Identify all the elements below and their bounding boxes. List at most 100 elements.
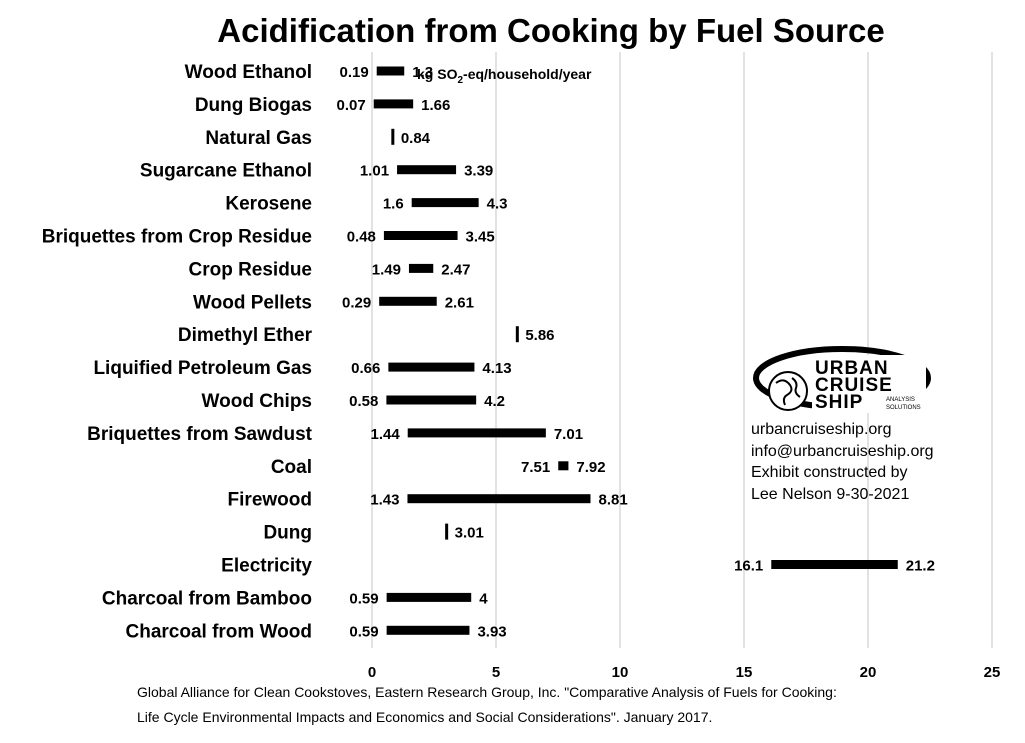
- high-value-label: 3.45: [466, 229, 495, 246]
- globe-icon: [768, 371, 808, 411]
- low-value-label: 0.58: [349, 393, 378, 410]
- low-value-label: 16.1: [734, 558, 763, 575]
- category-label: Sugarcane Ethanol: [140, 161, 312, 182]
- x-tick-label: 25: [984, 664, 1001, 681]
- category-label: Wood Chips: [202, 391, 312, 412]
- point-value-label: 0.84: [401, 130, 431, 147]
- x-tick-label: 10: [612, 664, 629, 681]
- low-value-label: 1.44: [371, 426, 401, 443]
- low-value-label: 1.6: [383, 196, 404, 213]
- category-label: Firewood: [228, 490, 312, 511]
- range-bar: [397, 165, 457, 175]
- range-bar: [411, 198, 479, 208]
- logo-backing: [812, 355, 926, 413]
- high-value-label: 4.2: [484, 393, 505, 410]
- logo-word-2: CRUISE: [815, 375, 893, 396]
- category-label: Kerosene: [225, 194, 312, 215]
- high-value-label: 2.61: [445, 294, 474, 311]
- low-value-label: 7.51: [521, 459, 550, 476]
- point-marker: [445, 523, 449, 540]
- range-bar: [379, 296, 437, 306]
- chart-title: Acidification from Cooking by Fuel Sourc…: [217, 12, 884, 49]
- point-value-label: 5.86: [525, 327, 554, 344]
- low-value-label: 1.43: [370, 492, 399, 509]
- low-value-label: 0.59: [349, 623, 378, 640]
- range-bar: [386, 395, 477, 405]
- category-label: Briquettes from Sawdust: [87, 424, 313, 445]
- category-label: Dung Biogas: [195, 95, 312, 116]
- credit-email: info@urbancruiseship.org: [751, 443, 934, 460]
- high-value-label: 1.66: [421, 97, 450, 114]
- gridlines: [371, 52, 993, 648]
- logo-word-3: SHIP: [815, 392, 863, 413]
- category-label: Wood Pellets: [193, 292, 312, 313]
- category-label: Dimethyl Ether: [178, 325, 313, 346]
- category-label: Wood Ethanol: [185, 62, 312, 83]
- low-value-label: 0.59: [349, 590, 378, 607]
- category-labels: Wood Ethanol Dung Biogas Natural Gas Sugarc…: [42, 62, 313, 642]
- range-bar: [558, 461, 569, 471]
- value-labels: 0.19 1.3 0.07 1.66 0.84 1.01 3.39 1.6 4.3 0.48 3.4…: [337, 64, 935, 640]
- category-label: Liquified Petroleum Gas: [93, 358, 312, 379]
- range-bars: [373, 66, 898, 635]
- range-bar: [386, 592, 472, 602]
- category-label: Coal: [271, 457, 312, 478]
- source-citation: Global Alliance for Clean Cookstoves, Ea…: [137, 684, 837, 725]
- point-marker: [391, 128, 395, 145]
- range-bar: [383, 231, 458, 240]
- high-value-label: 7.92: [576, 459, 605, 476]
- unit-label: kg SO2-eq/household/year: [417, 66, 592, 86]
- logo-tagline-1: ANALYSIS: [886, 397, 915, 403]
- logo-word-1: URBAN: [815, 358, 889, 379]
- point-value-label: 3.01: [455, 525, 484, 542]
- x-tick-label: 5: [492, 664, 500, 681]
- source-line-1: Global Alliance for Clean Cookstoves, Ea…: [137, 684, 837, 700]
- x-tick-label: 15: [736, 664, 753, 681]
- high-value-label: 8.81: [598, 492, 627, 509]
- low-value-label: 1.01: [360, 163, 389, 180]
- globe-continents: [775, 377, 801, 406]
- high-value-label: 4: [479, 590, 488, 607]
- high-value-label: 21.2: [906, 558, 935, 575]
- urban-cruise-ship-logo: URBAN CRUISE SHIP ANALYSIS SOLUTIONS: [753, 346, 931, 413]
- range-bar: [388, 362, 475, 372]
- category-label: Briquettes from Crop Residue: [42, 227, 312, 248]
- range-bar: [373, 99, 414, 109]
- range-bar: [407, 494, 591, 504]
- category-label: Dung: [263, 523, 312, 544]
- range-bar: [408, 263, 434, 273]
- point-marker: [515, 326, 519, 343]
- high-value-label: 3.93: [477, 623, 506, 640]
- x-tick-label: 20: [860, 664, 877, 681]
- low-value-label: 0.29: [342, 294, 371, 311]
- high-value-label: 4.13: [482, 360, 511, 377]
- logo-tagline-2: SOLUTIONS: [886, 405, 921, 411]
- low-value-label: 0.48: [347, 229, 376, 246]
- category-label: Charcoal from Wood: [126, 621, 313, 642]
- category-label: Crop Residue: [188, 259, 312, 280]
- source-line-2: Life Cycle Environmental Impacts and Eco…: [137, 709, 712, 725]
- credit-website: urbancruiseship.org: [751, 421, 892, 438]
- low-value-label: 0.19: [340, 64, 369, 81]
- credit-block: urbancruiseship.org info@urbancruiseship…: [751, 421, 934, 503]
- credit-author-date: Lee Nelson 9-30-2021: [751, 486, 909, 503]
- low-value-label: 1.49: [372, 261, 401, 278]
- credit-constructed-by: Exhibit constructed by: [751, 464, 908, 481]
- range-bar: [771, 560, 898, 569]
- low-value-label: 0.07: [337, 97, 366, 114]
- category-label: Natural Gas: [205, 128, 312, 149]
- range-bar: [386, 625, 470, 635]
- low-value-label: 0.66: [351, 360, 380, 377]
- x-axis-ticks: 0 5 10 15 20 25: [368, 664, 1001, 681]
- x-tick-label: 0: [368, 664, 376, 681]
- category-label: Electricity: [221, 556, 312, 577]
- range-bar: [407, 428, 546, 438]
- high-value-label: 4.3: [487, 196, 508, 213]
- high-value-label: 3.39: [464, 163, 493, 180]
- category-label: Charcoal from Bamboo: [102, 588, 312, 609]
- high-value-label: 1.3: [412, 64, 433, 81]
- high-value-label: 7.01: [554, 426, 583, 443]
- high-value-label: 2.47: [441, 261, 470, 278]
- range-bar: [376, 66, 405, 76]
